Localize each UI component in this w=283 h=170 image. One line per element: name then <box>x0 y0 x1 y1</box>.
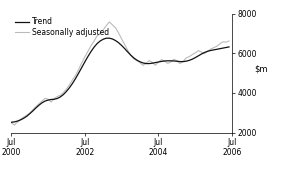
Y-axis label: $m: $m <box>254 64 268 73</box>
Legend: Trend, Seasonally adjusted: Trend, Seasonally adjusted <box>15 17 109 37</box>
